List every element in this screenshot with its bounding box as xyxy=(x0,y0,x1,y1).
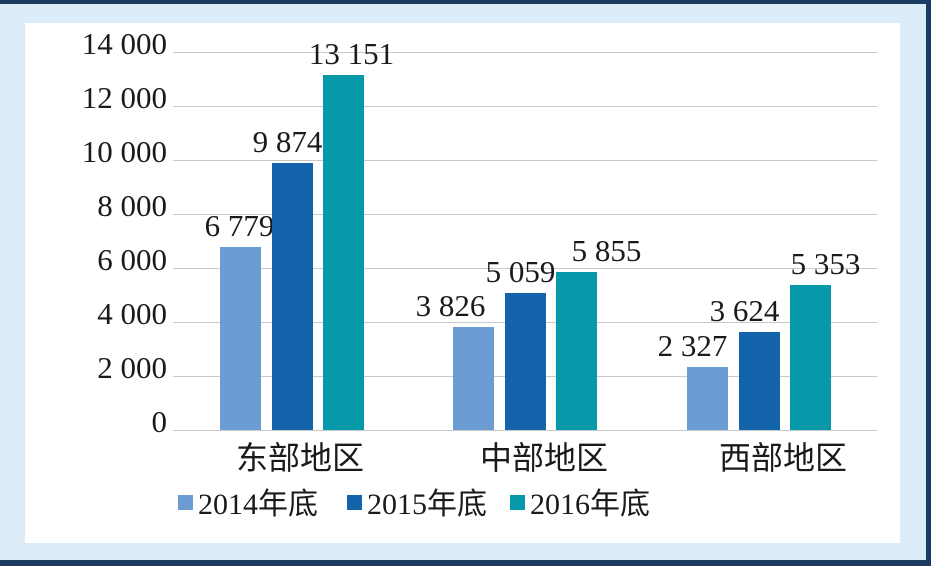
legend-label: 2015年底 xyxy=(367,488,487,521)
bar-value-label: 5 353 xyxy=(790,246,861,282)
bar xyxy=(505,293,546,430)
y-tick-label: 2 000 xyxy=(97,350,167,385)
bar xyxy=(453,326,494,430)
y-tick-label: 0 xyxy=(151,404,168,439)
category-label: 东部地区 xyxy=(235,440,364,476)
bar-value-label: 5 855 xyxy=(571,232,642,268)
plot-panel xyxy=(25,23,900,543)
category-label: 西部地区 xyxy=(718,440,847,476)
y-tick-label: 10 000 xyxy=(81,134,167,169)
bar xyxy=(323,74,364,430)
y-tick-label: 4 000 xyxy=(97,296,167,331)
category-label: 中部地区 xyxy=(479,440,608,476)
bar-value-label: 3 826 xyxy=(415,287,486,323)
bar xyxy=(272,163,313,430)
gridline xyxy=(173,160,877,161)
y-tick-label: 6 000 xyxy=(97,242,167,277)
gridline xyxy=(173,268,877,269)
bar xyxy=(739,332,780,430)
gridline xyxy=(173,106,877,107)
bar-value-label: 9 874 xyxy=(252,124,323,160)
legend-swatch xyxy=(178,495,193,510)
bar-value-label: 3 624 xyxy=(709,293,780,329)
gridline xyxy=(173,430,877,431)
bar xyxy=(556,271,597,430)
y-tick-label: 14 000 xyxy=(81,26,167,61)
bar-value-label: 2 327 xyxy=(657,328,728,364)
y-tick-label: 12 000 xyxy=(81,80,167,115)
bar xyxy=(790,285,831,430)
bar xyxy=(220,246,261,430)
gridline xyxy=(173,52,877,53)
bar xyxy=(687,367,728,430)
legend-swatch xyxy=(510,495,525,510)
bar-value-label: 6 779 xyxy=(204,207,275,243)
bar-value-label: 5 059 xyxy=(485,254,556,290)
legend-label: 2014年底 xyxy=(198,488,318,521)
bar-value-label: 13 151 xyxy=(308,35,395,71)
y-tick-label: 8 000 xyxy=(97,188,167,223)
legend-swatch xyxy=(347,495,362,510)
legend-label: 2016年底 xyxy=(530,488,650,521)
gridline xyxy=(173,214,877,215)
